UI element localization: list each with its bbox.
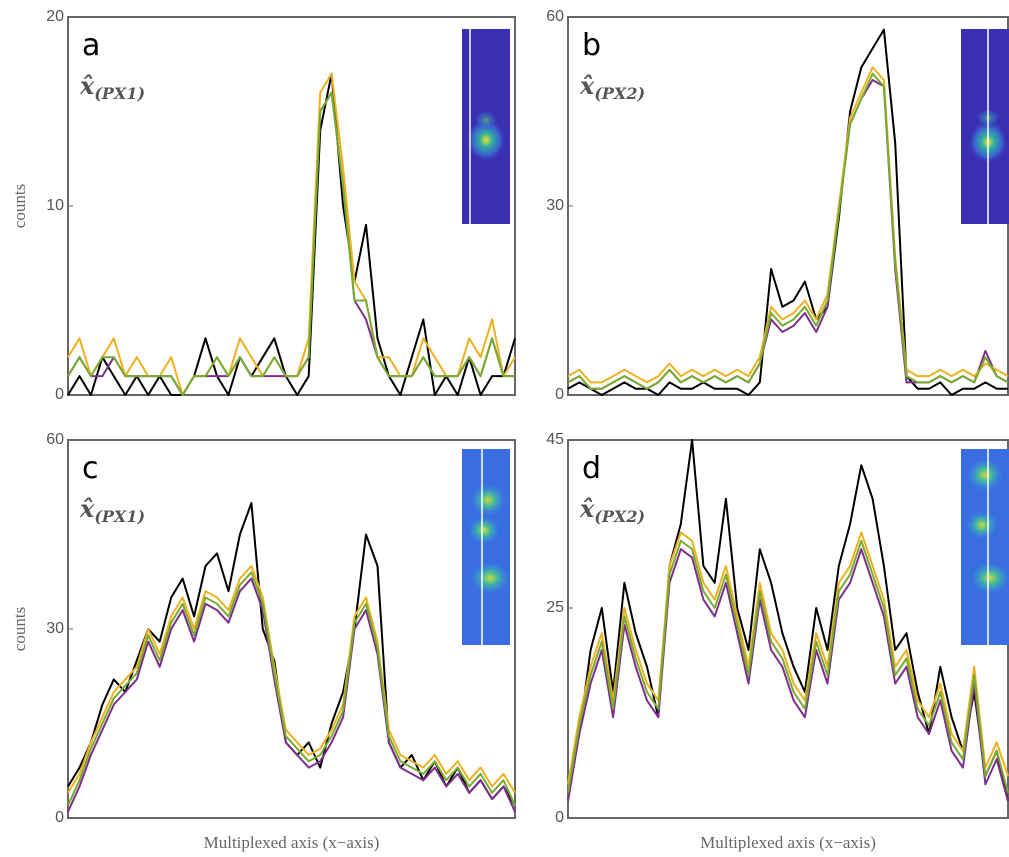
y-tick-label: 0 <box>55 809 64 826</box>
data-line <box>567 548 1009 802</box>
data-line <box>567 28 1008 396</box>
annotation-subscript: (PX1) <box>94 507 145 526</box>
data-line <box>567 531 1009 785</box>
data-line <box>567 539 1009 794</box>
y-tick-label: 30 <box>46 620 64 637</box>
y-tick-label: 0 <box>555 809 564 826</box>
data-line <box>67 577 516 813</box>
annotation-symbol: x̂ <box>79 71 95 100</box>
data-line <box>567 79 1009 390</box>
y-tick-label: 30 <box>546 197 564 214</box>
y-tick-label: 0 <box>55 386 64 403</box>
annotation-subscript: (PX2) <box>594 84 645 103</box>
annotation: x̂(PX2) <box>579 71 645 103</box>
inset-a <box>462 29 510 224</box>
annotation-symbol: x̂ <box>79 494 95 523</box>
data-line <box>67 571 516 806</box>
y-tick-label: 20 <box>46 8 64 25</box>
data-line <box>67 72 516 396</box>
data-line <box>67 502 516 806</box>
x-axis-label: Multiplexed axis (x−axis) <box>204 833 380 852</box>
inset-d <box>961 449 1009 645</box>
data-line <box>567 66 1009 384</box>
data-line <box>67 565 516 794</box>
panel-label: c <box>82 451 99 486</box>
x-axis-label: Multiplexed axis (x−axis) <box>700 833 876 852</box>
annotation: x̂(PX1) <box>79 494 145 526</box>
panel-label: d <box>582 451 601 486</box>
panel-label: b <box>582 28 601 63</box>
y-tick-label: 60 <box>46 431 64 448</box>
y-tick-label: 10 <box>46 197 64 214</box>
annotation-symbol: x̂ <box>579 71 595 100</box>
data-line <box>567 439 1009 802</box>
annotation-subscript: (PX1) <box>94 84 145 103</box>
y-axis-label: counts <box>10 184 29 228</box>
y-tick-label: 25 <box>546 599 564 616</box>
y-tick-label: 45 <box>546 431 564 448</box>
annotation: x̂(PX2) <box>579 494 645 526</box>
inset-c <box>462 449 510 645</box>
annotation-subscript: (PX2) <box>594 507 645 526</box>
data-line <box>67 72 516 396</box>
plot-frame <box>67 16 516 396</box>
data-line <box>67 91 515 396</box>
plot-frame <box>567 16 1009 396</box>
panel-label: a <box>82 28 100 63</box>
y-tick-label: 60 <box>546 8 564 25</box>
data-line <box>567 72 1009 390</box>
plot-frame <box>67 439 516 819</box>
data-line <box>67 91 515 396</box>
annotation: x̂(PX1) <box>79 71 145 103</box>
y-tick-label: 0 <box>555 386 564 403</box>
inset-b <box>961 29 1009 224</box>
y-axis-label: counts <box>10 607 29 651</box>
annotation-symbol: x̂ <box>579 494 595 523</box>
